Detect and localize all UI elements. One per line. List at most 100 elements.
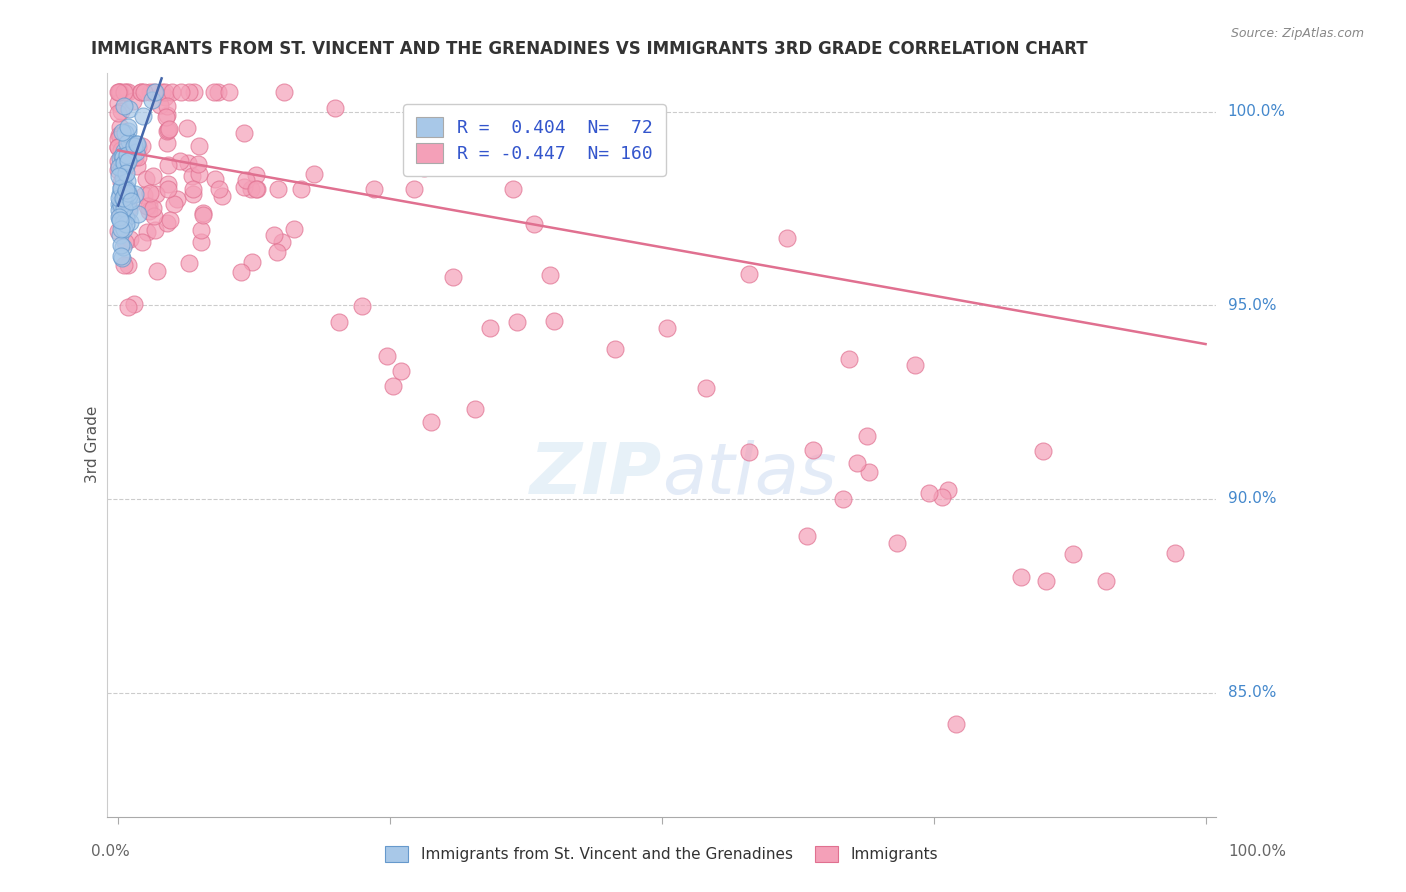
Point (122, 139, 145, 153)
Text: IMMIGRANTS FROM ST. VINCENT AND THE GRENADINES VS IMMIGRANTS 3RD GRADE CORRELATI: IMMIGRANTS FROM ST. VINCENT AND THE GREN… (91, 40, 1088, 58)
Point (938, 483, 960, 497)
Point (135, 199, 157, 213)
Point (156, 98, 179, 112)
Point (138, 203, 160, 218)
Point (118, 215, 141, 229)
Point (110, 198, 132, 212)
Point (112, 193, 135, 207)
Point (112, 194, 135, 209)
Point (412, 161, 434, 176)
Point (108, 161, 131, 175)
Point (138, 199, 160, 213)
Point (157, 181, 180, 195)
Point (273, 86, 295, 100)
Point (211, 189, 233, 203)
Point (112, 155, 135, 169)
Point (157, 177, 180, 191)
Point (124, 186, 146, 201)
Point (111, 149, 134, 163)
Point (846, 456, 869, 470)
Point (176, 121, 198, 136)
Point (117, 194, 139, 209)
Point (118, 102, 141, 116)
Point (523, 217, 546, 231)
Point (115, 158, 138, 172)
Point (443, 269, 465, 284)
Point (124, 136, 146, 151)
Point (107, 86, 129, 100)
Point (115, 211, 138, 226)
Point (107, 197, 129, 211)
Point (111, 176, 134, 190)
Point (218, 86, 240, 100)
Point (142, 209, 165, 223)
Point (110, 143, 132, 157)
Point (187, 167, 209, 181)
Point (153, 86, 176, 100)
Point (139, 86, 162, 100)
Point (266, 245, 288, 260)
Point (107, 154, 129, 169)
Point (156, 108, 179, 122)
Point (208, 182, 231, 196)
Point (191, 208, 214, 222)
Point (108, 202, 131, 217)
Point (506, 315, 529, 329)
Point (110, 181, 132, 195)
Point (127, 150, 149, 164)
Point (266, 182, 288, 196)
Point (118, 134, 141, 148)
Point (229, 264, 252, 278)
Point (233, 126, 256, 140)
Point (156, 136, 179, 150)
Point (135, 172, 157, 186)
Point (108, 86, 131, 100)
Point (108, 211, 131, 226)
Point (107, 86, 129, 100)
Point (110, 187, 132, 202)
Point (181, 169, 204, 183)
Point (107, 162, 129, 177)
Point (382, 379, 405, 393)
Point (111, 170, 134, 185)
Point (323, 101, 346, 115)
Point (110, 249, 132, 263)
Point (125, 159, 148, 173)
Point (246, 182, 269, 196)
Point (110, 209, 132, 223)
Point (163, 196, 186, 211)
Point (118, 203, 141, 218)
Point (112, 258, 135, 272)
Point (117, 86, 139, 100)
Point (114, 184, 136, 198)
Point (107, 132, 129, 146)
Point (420, 415, 443, 429)
Point (110, 180, 132, 194)
Point (207, 86, 229, 100)
Point (190, 223, 212, 237)
Point (110, 238, 132, 252)
Point (290, 182, 312, 196)
Point (110, 181, 132, 195)
Point (801, 443, 824, 458)
Point (152, 86, 174, 100)
Point (107, 140, 129, 154)
Point (157, 121, 180, 136)
Point (107, 140, 129, 154)
Point (129, 86, 152, 100)
Point (145, 186, 167, 201)
Point (122, 94, 145, 108)
Point (120, 232, 142, 246)
Point (129, 86, 152, 100)
Point (114, 126, 136, 140)
Point (945, 717, 967, 731)
Point (132, 109, 155, 123)
Point (302, 167, 325, 181)
Point (187, 157, 209, 171)
Text: atlas: atlas (662, 440, 837, 509)
Point (738, 444, 761, 458)
Point (183, 86, 205, 100)
Point (402, 182, 425, 196)
Point (179, 256, 201, 270)
Point (139, 186, 162, 201)
